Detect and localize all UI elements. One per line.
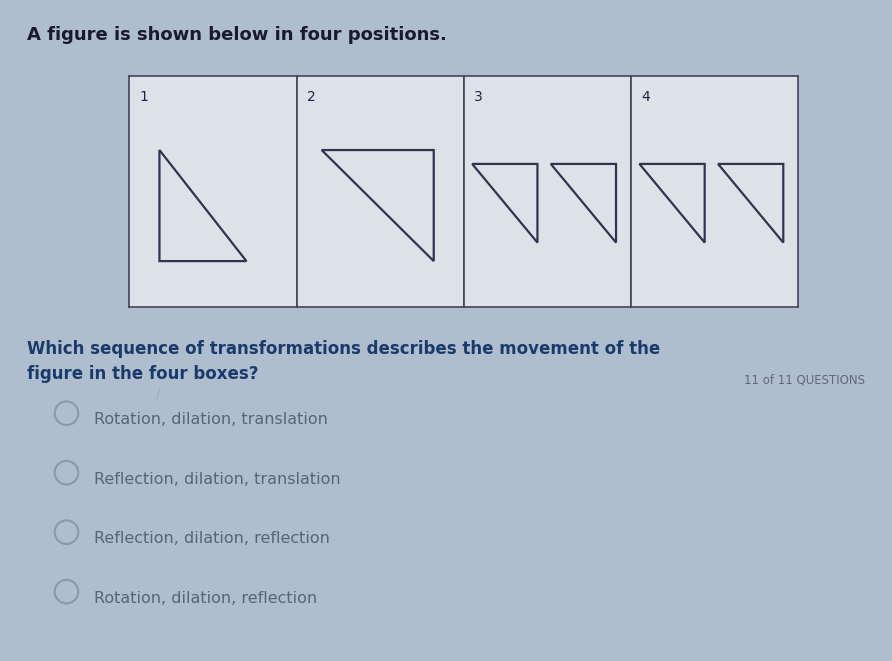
Text: Reflection, dilation, reflection: Reflection, dilation, reflection <box>94 531 329 546</box>
Text: 11 of 11 QUESTIONS: 11 of 11 QUESTIONS <box>744 373 865 387</box>
Text: 3: 3 <box>474 90 483 104</box>
Text: 2: 2 <box>307 90 316 104</box>
Text: Rotation, dilation, translation: Rotation, dilation, translation <box>94 412 327 427</box>
Text: 4: 4 <box>641 90 650 104</box>
Text: A figure is shown below in four positions.: A figure is shown below in four position… <box>27 26 447 44</box>
Text: Reflection, dilation, translation: Reflection, dilation, translation <box>94 472 340 486</box>
Text: Which sequence of transformations describes the movement of the
figure in the fo: Which sequence of transformations descri… <box>27 340 660 383</box>
Text: 1: 1 <box>139 90 148 104</box>
Text: /: / <box>156 387 161 401</box>
Text: Rotation, dilation, reflection: Rotation, dilation, reflection <box>94 591 317 605</box>
